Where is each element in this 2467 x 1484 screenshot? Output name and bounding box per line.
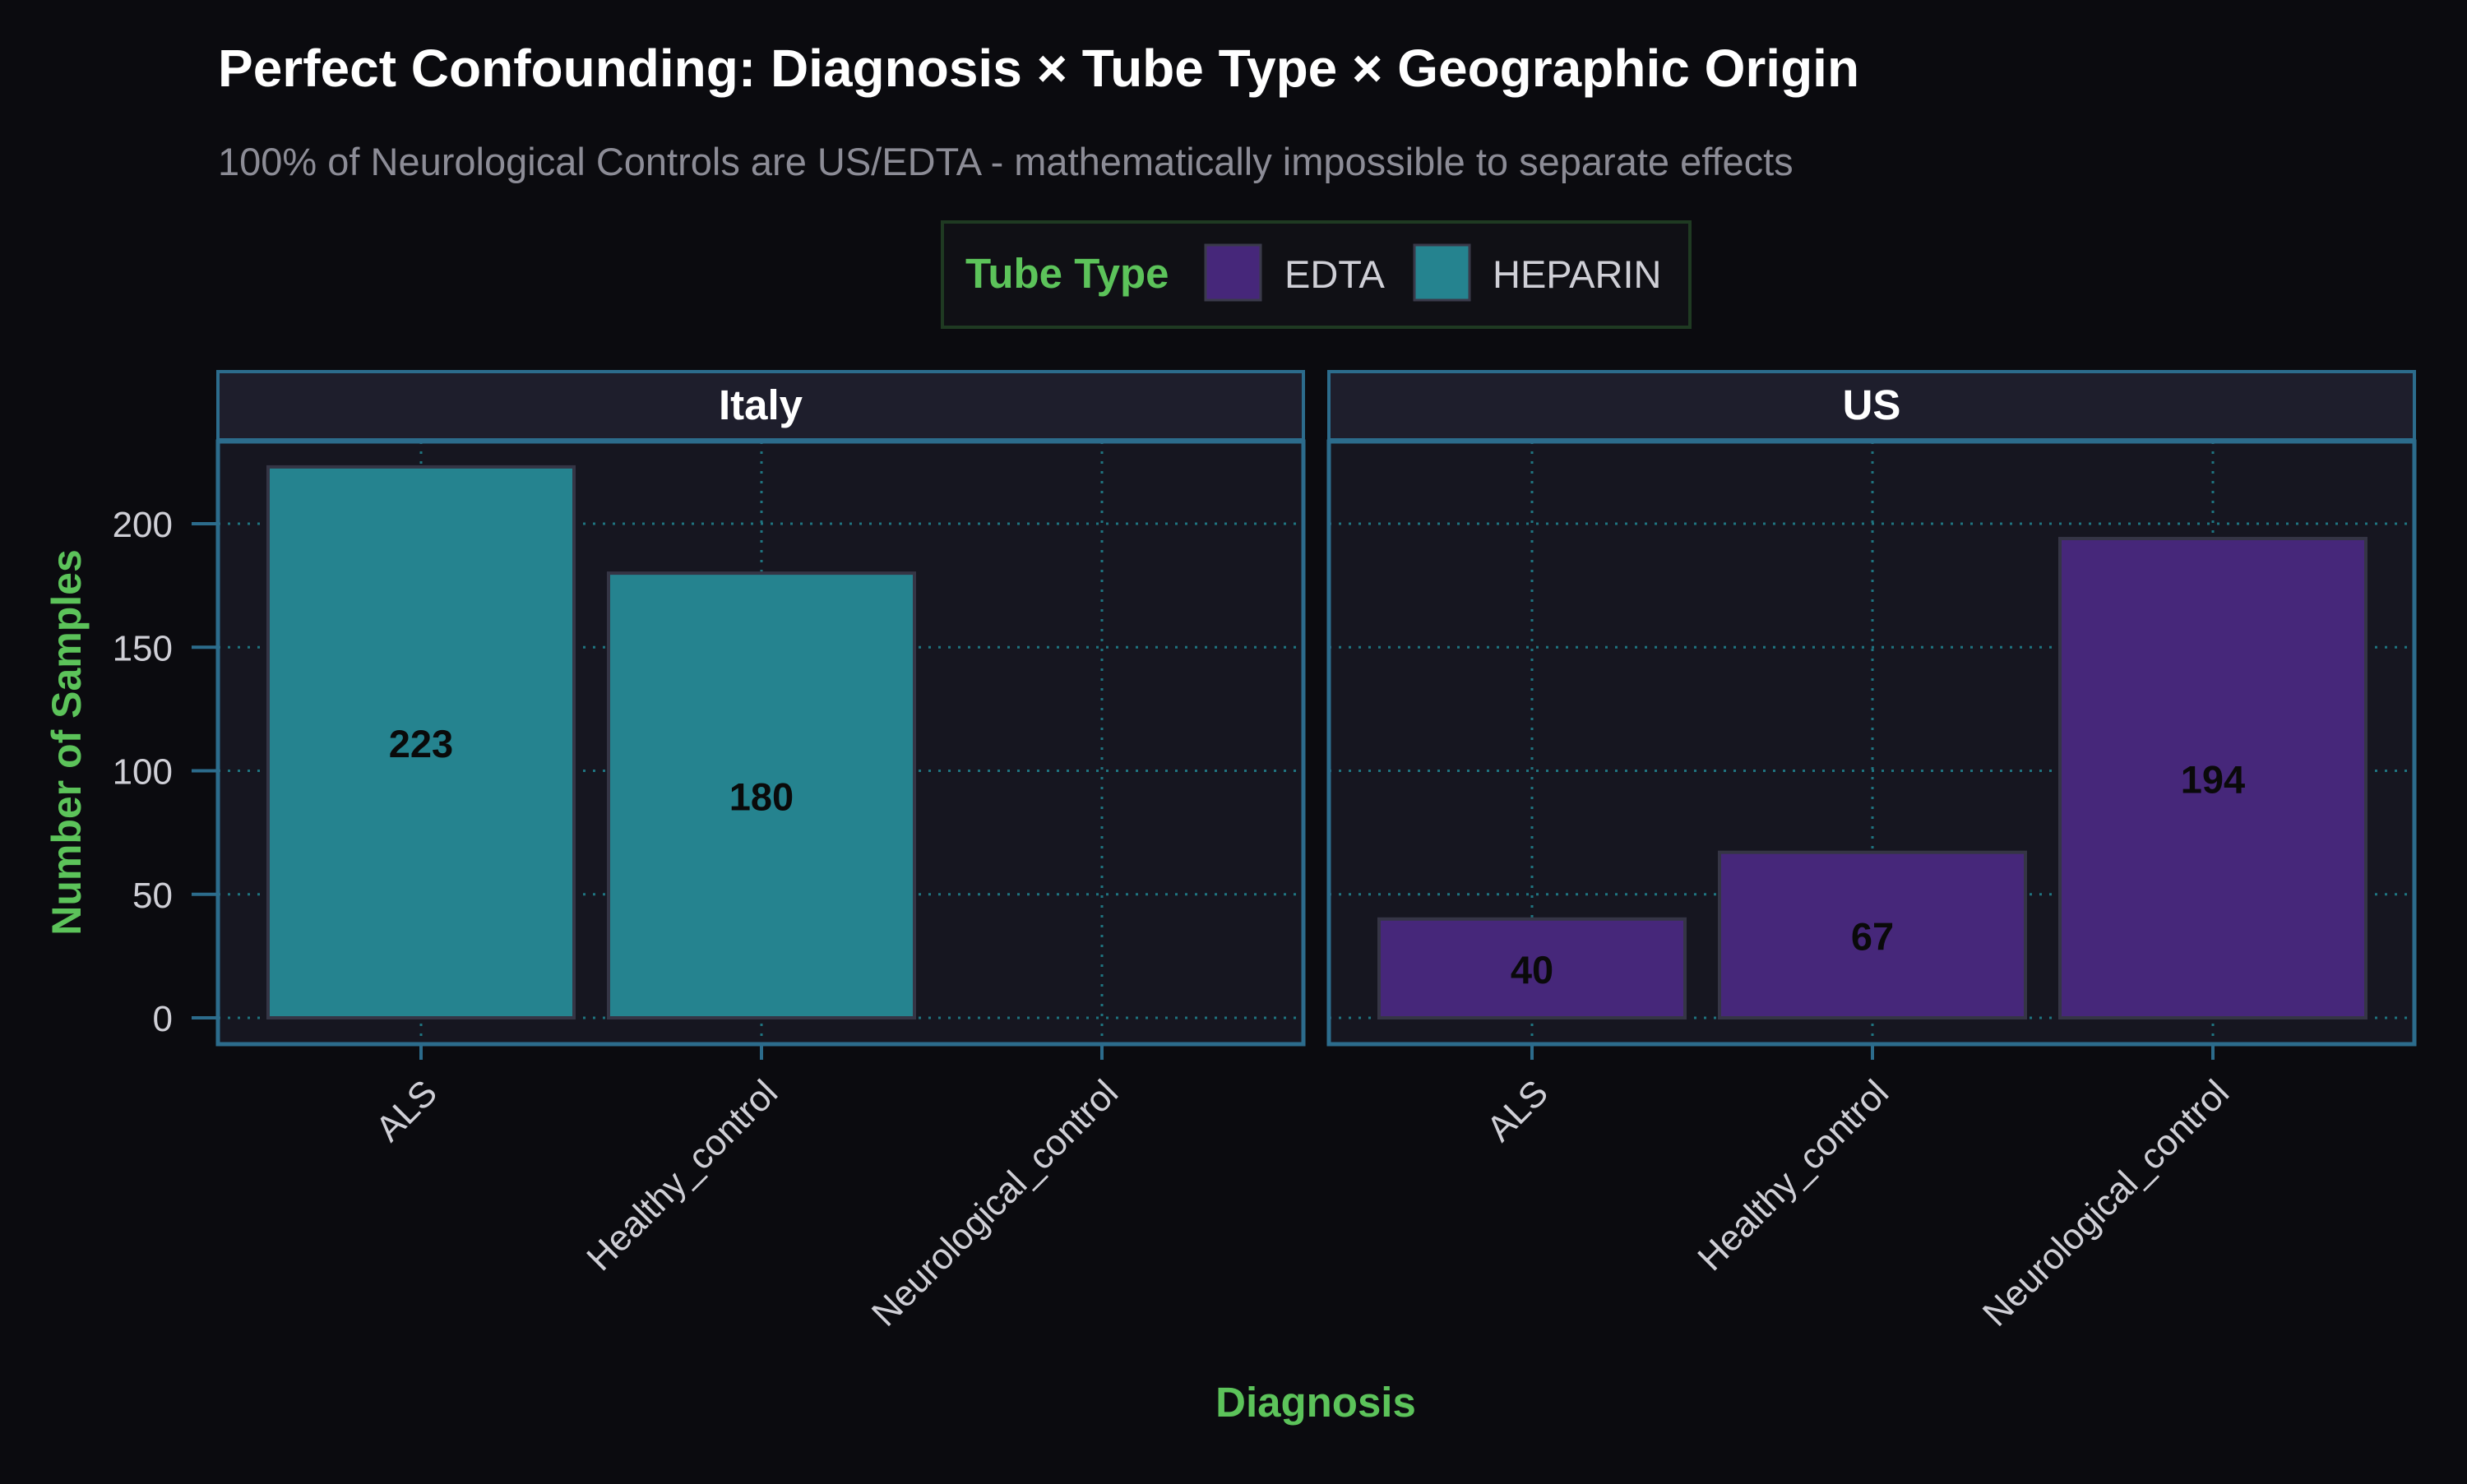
bar [1377, 917, 1687, 1020]
y-tick-label: 200 [113, 505, 173, 545]
x-tick-label: Neurological_control [864, 1072, 1126, 1334]
bar-value-label: 40 [1511, 948, 1553, 992]
bar [266, 465, 576, 1019]
facet-label-italy: Italy [719, 381, 803, 428]
x-tick-label: ALS [368, 1072, 445, 1149]
x-axis-label: Diagnosis [1215, 1379, 1416, 1426]
bar [2058, 537, 2367, 1019]
legend-swatch-heparin [1413, 243, 1471, 302]
facet-label-us: US [1843, 381, 1901, 428]
chart-title: Perfect Confounding: Diagnosis × Tube Ty… [218, 39, 1859, 98]
bar-value-label: 223 [389, 722, 453, 765]
legend-label-heparin: HEPARIN [1493, 252, 1661, 296]
legend-title: Tube Type [965, 250, 1169, 297]
y-tick-label: 100 [113, 752, 173, 793]
x-tick-label: Healthy_control [579, 1072, 785, 1278]
legend-swatch-edta [1204, 243, 1262, 302]
y-tick-label: 150 [113, 628, 173, 668]
y-axis-label: Number of Samples [44, 549, 90, 936]
plot-area: Italy 223 180 ALS Healthy_control Neurologica… [113, 370, 2417, 1334]
bar-value-label: 180 [729, 775, 794, 819]
facet-strip-italy [216, 370, 1305, 442]
bar [1718, 850, 2027, 1020]
x-tick-label: Neurological_control [1975, 1072, 2237, 1334]
y-tick-label: 50 [132, 876, 173, 916]
bar-value-label: 67 [1851, 914, 1894, 958]
legend-box [941, 220, 1692, 329]
bar [607, 571, 916, 1019]
legend-label-edta: EDTA [1284, 252, 1386, 296]
chart-subtitle: 100% of Neurological Controls are US/EDT… [218, 140, 1794, 183]
x-tick-label: ALS [1479, 1072, 1556, 1149]
y-tick-label: 0 [153, 999, 173, 1039]
facet-strip-us [1327, 370, 2416, 442]
legend: Tube Type EDTA HEPARIN [941, 220, 1692, 329]
x-tick-label: Healthy_control [1690, 1072, 1896, 1278]
bar-value-label: 194 [2181, 758, 2245, 802]
